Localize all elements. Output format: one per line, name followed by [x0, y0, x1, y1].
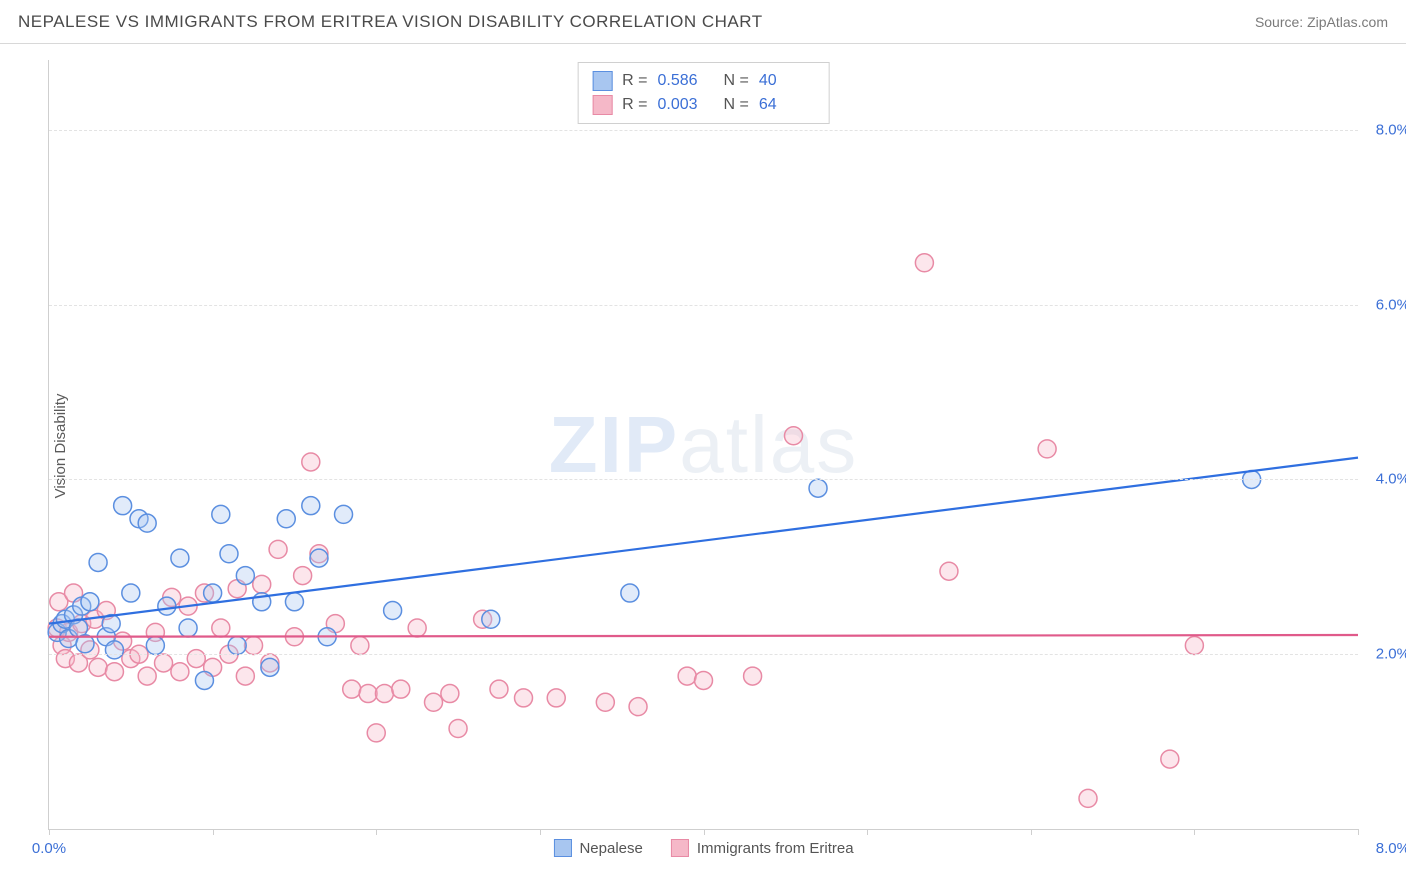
x-tick	[867, 829, 868, 835]
regression-line	[49, 458, 1358, 624]
data-point	[408, 619, 426, 637]
data-point	[138, 514, 156, 532]
data-point	[392, 680, 410, 698]
data-point	[678, 667, 696, 685]
legend-label-0: Nepalese	[579, 840, 642, 857]
data-point	[695, 671, 713, 689]
data-point	[179, 619, 197, 637]
data-point	[236, 567, 254, 585]
data-point	[302, 453, 320, 471]
data-point	[1038, 440, 1056, 458]
y-tick-label: 6.0%	[1376, 296, 1406, 313]
data-point	[253, 575, 271, 593]
data-point	[171, 549, 189, 567]
data-point	[105, 663, 123, 681]
data-point	[384, 602, 402, 620]
data-point	[809, 479, 827, 497]
data-point	[114, 497, 132, 515]
data-point	[1185, 636, 1203, 654]
data-point	[158, 597, 176, 615]
data-point	[784, 427, 802, 445]
x-tick	[704, 829, 705, 835]
data-point	[81, 593, 99, 611]
data-point	[195, 671, 213, 689]
y-tick-label: 4.0%	[1376, 471, 1406, 488]
data-point	[155, 654, 173, 672]
x-tick	[1358, 829, 1359, 835]
data-point	[359, 685, 377, 703]
gridline	[49, 305, 1358, 306]
data-point	[343, 680, 361, 698]
data-point	[335, 505, 353, 523]
gridline	[49, 130, 1358, 131]
legend-swatch-icon	[671, 839, 689, 857]
scatter-plot	[49, 60, 1358, 829]
y-tick-label: 2.0%	[1376, 646, 1406, 663]
data-point	[1161, 750, 1179, 768]
data-point	[204, 584, 222, 602]
data-point	[245, 636, 263, 654]
data-point	[744, 667, 762, 685]
chart-title: NEPALESE VS IMMIGRANTS FROM ERITREA VISI…	[18, 12, 763, 32]
x-tick	[49, 829, 50, 835]
legend-label-1: Immigrants from Eritrea	[697, 840, 854, 857]
header: NEPALESE VS IMMIGRANTS FROM ERITREA VISI…	[0, 0, 1406, 44]
source-label: Source: ZipAtlas.com	[1255, 14, 1388, 30]
data-point	[367, 724, 385, 742]
data-point	[261, 658, 279, 676]
data-point	[310, 549, 328, 567]
legend-series: Nepalese Immigrants from Eritrea	[553, 839, 853, 857]
data-point	[375, 685, 393, 703]
data-point	[629, 698, 647, 716]
data-point	[138, 667, 156, 685]
gridline	[49, 479, 1358, 480]
data-point	[351, 636, 369, 654]
legend-item-eritrea: Immigrants from Eritrea	[671, 839, 854, 857]
regression-line	[49, 635, 1358, 637]
data-point	[277, 510, 295, 528]
x-tick-label: 8.0%	[1376, 840, 1406, 857]
data-point	[236, 667, 254, 685]
chart-area: ZIPatlas R = 0.586 N = 40 R = 0.003 N = …	[48, 60, 1358, 830]
data-point	[425, 693, 443, 711]
x-tick	[213, 829, 214, 835]
data-point	[269, 540, 287, 558]
data-point	[187, 650, 205, 668]
data-point	[915, 254, 933, 272]
data-point	[302, 497, 320, 515]
x-tick	[376, 829, 377, 835]
data-point	[940, 562, 958, 580]
x-tick-label: 0.0%	[32, 840, 66, 857]
data-point	[89, 553, 107, 571]
data-point	[212, 505, 230, 523]
data-point	[220, 545, 238, 563]
data-point	[490, 680, 508, 698]
y-tick-label: 8.0%	[1376, 121, 1406, 138]
x-tick	[1031, 829, 1032, 835]
gridline	[49, 654, 1358, 655]
data-point	[89, 658, 107, 676]
data-point	[285, 593, 303, 611]
data-point	[294, 567, 312, 585]
data-point	[122, 584, 140, 602]
data-point	[596, 693, 614, 711]
data-point	[482, 610, 500, 628]
x-tick	[1194, 829, 1195, 835]
data-point	[212, 619, 230, 637]
legend-swatch-icon	[553, 839, 571, 857]
data-point	[547, 689, 565, 707]
legend-item-nepalese: Nepalese	[553, 839, 642, 857]
data-point	[515, 689, 533, 707]
data-point	[228, 636, 246, 654]
data-point	[449, 720, 467, 738]
data-point	[1079, 789, 1097, 807]
data-point	[146, 636, 164, 654]
x-tick	[540, 829, 541, 835]
data-point	[171, 663, 189, 681]
data-point	[105, 641, 123, 659]
data-point	[441, 685, 459, 703]
data-point	[621, 584, 639, 602]
